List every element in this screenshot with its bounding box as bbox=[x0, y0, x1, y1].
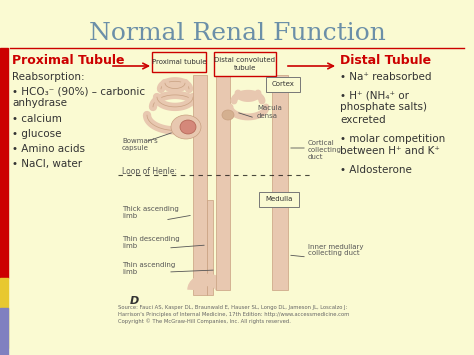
Text: Loop of Henle:: Loop of Henle: bbox=[122, 168, 177, 176]
Text: Distal convoluted
tubule: Distal convoluted tubule bbox=[215, 58, 275, 71]
Ellipse shape bbox=[222, 110, 234, 120]
FancyBboxPatch shape bbox=[152, 52, 206, 72]
Text: • Aldosterone: • Aldosterone bbox=[340, 165, 412, 175]
Text: Proximal tubule: Proximal tubule bbox=[152, 59, 206, 65]
Text: Distal Tubule: Distal Tubule bbox=[340, 54, 431, 67]
FancyBboxPatch shape bbox=[266, 77, 300, 92]
Text: Thick ascending
limb: Thick ascending limb bbox=[122, 206, 179, 218]
Text: • calcium: • calcium bbox=[12, 114, 62, 124]
Text: Reabsorption:: Reabsorption: bbox=[12, 72, 85, 82]
Bar bbox=[193, 75, 207, 295]
Bar bbox=[207, 200, 213, 295]
Text: Medulla: Medulla bbox=[265, 196, 292, 202]
Text: Normal Renal Function: Normal Renal Function bbox=[89, 22, 385, 45]
Text: • molar competition
between H⁺ and K⁺: • molar competition between H⁺ and K⁺ bbox=[340, 134, 445, 157]
Text: • NaCl, water: • NaCl, water bbox=[12, 159, 82, 169]
Text: Cortical
collecting
duct: Cortical collecting duct bbox=[308, 140, 342, 160]
Text: Inner medullary
collecting duct: Inner medullary collecting duct bbox=[308, 244, 364, 257]
Text: Source: Fauci AS, Kasper DL, Braunwald E, Hauser SL, Longo DL, Jameson JL, Losca: Source: Fauci AS, Kasper DL, Braunwald E… bbox=[118, 305, 349, 324]
Text: Thin descending
limb: Thin descending limb bbox=[122, 235, 180, 248]
Bar bbox=[0, 308, 8, 355]
Text: Cortex: Cortex bbox=[272, 81, 294, 87]
Text: • Amino acids: • Amino acids bbox=[12, 144, 85, 154]
Text: Macula
densa: Macula densa bbox=[257, 105, 282, 119]
Text: D: D bbox=[130, 296, 139, 306]
Text: • H⁺ (NH₄⁺ or
phosphate salts)
excreted: • H⁺ (NH₄⁺ or phosphate salts) excreted bbox=[340, 90, 427, 125]
Ellipse shape bbox=[180, 120, 196, 134]
Ellipse shape bbox=[171, 115, 201, 139]
Text: • HCO₃⁻ (90%) – carbonic
anhydrase: • HCO₃⁻ (90%) – carbonic anhydrase bbox=[12, 86, 145, 108]
Text: • glucose: • glucose bbox=[12, 129, 62, 139]
Text: • Na⁺ reabsorbed: • Na⁺ reabsorbed bbox=[340, 72, 431, 82]
Text: Thin ascending
limb: Thin ascending limb bbox=[122, 262, 175, 274]
FancyBboxPatch shape bbox=[214, 52, 276, 76]
Text: Bowman's
capsule: Bowman's capsule bbox=[122, 138, 158, 151]
FancyBboxPatch shape bbox=[259, 192, 299, 207]
Bar bbox=[216, 75, 230, 290]
Bar bbox=[0, 48, 8, 278]
Bar bbox=[0, 278, 8, 348]
Bar bbox=[272, 75, 288, 290]
Text: Proximal Tubule: Proximal Tubule bbox=[12, 54, 125, 67]
